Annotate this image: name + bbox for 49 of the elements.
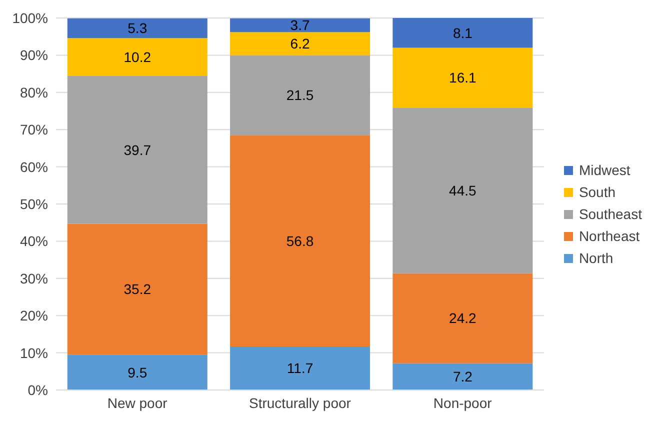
- y-tick-label: 100%: [12, 10, 48, 26]
- bar: [392, 108, 533, 274]
- y-tick-label: 0%: [28, 382, 48, 398]
- data-label: 35.2: [124, 281, 152, 298]
- bar: [230, 346, 370, 390]
- y-tick-label: 60%: [20, 158, 48, 175]
- bar: [67, 354, 208, 390]
- data-label: 21.5: [286, 87, 314, 104]
- data-label: 56.8: [286, 232, 314, 249]
- data-label: 24.2: [449, 310, 477, 326]
- data-label: 5.3: [128, 20, 148, 36]
- data-label: 3.7: [290, 17, 310, 34]
- legend-label: Northeast: [578, 228, 640, 244]
- x-tick-label: Structurally poor: [249, 394, 352, 411]
- bar: [67, 38, 208, 76]
- bar: [392, 18, 533, 48]
- bar: [230, 18, 370, 32]
- data-label: 16.1: [449, 70, 477, 86]
- bar: [230, 135, 370, 346]
- y-tick-label: 30%: [20, 270, 48, 286]
- y-tick-label: 10%: [20, 344, 48, 361]
- x-tick-label: New poor: [107, 394, 168, 411]
- y-tick-label: 50%: [20, 196, 48, 212]
- bar: [67, 224, 208, 355]
- data-label: 6.2: [290, 36, 310, 52]
- y-tick-label: 90%: [20, 47, 48, 64]
- y-tick-label: 20%: [20, 308, 48, 324]
- data-label: 10.2: [124, 49, 152, 66]
- bar: [230, 55, 370, 136]
- data-label: 44.5: [449, 182, 477, 198]
- bar: [230, 32, 370, 56]
- legend-label: Midwest: [578, 162, 630, 178]
- bar: [392, 48, 533, 108]
- data-label: 11.7: [286, 360, 314, 376]
- bar: [67, 76, 208, 224]
- bar: [392, 363, 533, 390]
- y-tick-label: 70%: [20, 122, 48, 138]
- legend-label: South: [578, 184, 616, 200]
- x-tick-label: Non-poor: [433, 394, 492, 411]
- legend-label: North: [578, 250, 614, 266]
- data-label: 8.1: [452, 24, 473, 41]
- data-label: 7.2: [452, 368, 473, 385]
- legend-label: Southeast: [578, 206, 642, 222]
- bar: [67, 18, 208, 38]
- data-label: 9.5: [128, 364, 148, 380]
- y-tick-label: 40%: [20, 233, 48, 250]
- data-label: 39.7: [124, 142, 152, 158]
- bar: [392, 273, 533, 364]
- y-tick-label: 80%: [20, 84, 48, 100]
